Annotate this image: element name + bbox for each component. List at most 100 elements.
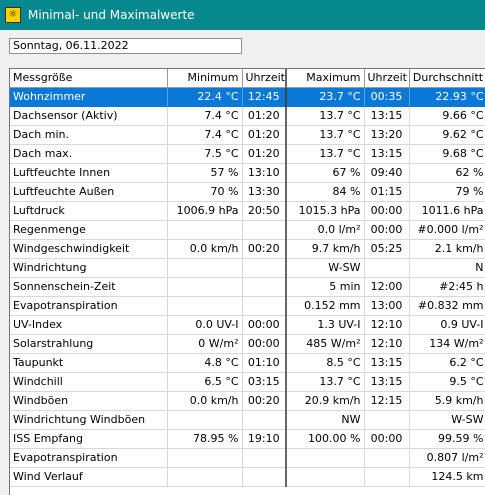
cell-minimum: 57 % (167, 163, 243, 183)
table-row[interactable]: Solarstrahlung 0 W/m² 00:00 485 W/m² 12:10 13… (10, 334, 485, 354)
cell-maximum: 13.7 °C (286, 106, 365, 126)
cell-minimum: 0 W/m² (167, 334, 243, 354)
cell-minimum (167, 448, 243, 468)
cell-measure: Solarstrahlung (10, 334, 168, 354)
table-row[interactable]: Windrichtung Windböen NW W-SW (10, 410, 485, 430)
table-row[interactable]: Windgeschwindigkeit 0.0 km/h 00:20 9.7 km/h… (10, 239, 485, 259)
cell-average: 2.1 km/h (409, 239, 485, 259)
cell-maximum: 23.7 °C (286, 87, 365, 107)
table-row[interactable]: Luftfeuchte Innen 57 % 13:10 67 % 09:40 62 % (10, 163, 485, 183)
cell-min-time: 19:10 (242, 429, 287, 449)
cell-average: 9.62 °C (409, 125, 485, 145)
cell-measure: UV-Index (10, 315, 168, 335)
table-row[interactable]: Windrichtung W-SW N (10, 258, 485, 278)
table-row[interactable]: Wohnzimmer 22.4 °C 12:45 23.7 °C 00:35 22.93 … (10, 87, 485, 107)
cell-maximum (286, 467, 365, 487)
title-bar[interactable]: ☼ Minimal- und Maximalwerte (0, 0, 485, 30)
cell-max-time: 13:00 (364, 296, 410, 316)
cell-max-time: 13:15 (364, 372, 410, 392)
cell-average: 9.5 °C (409, 372, 485, 392)
cell-measure: Wohnzimmer (10, 87, 168, 107)
cell-min-time: 00:20 (242, 239, 287, 259)
cell-measure: Windgeschwindigkeit (10, 239, 168, 259)
cell-max-time: 12:00 (364, 277, 410, 297)
cell-minimum: 70 % (167, 182, 243, 202)
cell-min-time: 00:20 (242, 391, 287, 411)
cell-measure: Windböen (10, 391, 168, 411)
column-header-measure[interactable]: Messgröße (10, 69, 168, 88)
cell-min-time: 01:20 (242, 125, 287, 145)
table-row[interactable]: Dach min. 7.4 °C 01:20 13.7 °C 13:20 9.62 °C (10, 125, 485, 145)
table-row[interactable]: Evapotranspiration 0.807 l/m² (10, 448, 485, 468)
cell-maximum: 100.00 % (286, 429, 365, 449)
table-row[interactable]: Luftfeuchte Außen 70 % 13:30 84 % 01:15 79 % (10, 182, 485, 202)
table-row[interactable]: Regenmenge 0.0 l/m² 00:00 #0.000 l/m² (10, 220, 485, 240)
cell-max-time (364, 410, 410, 430)
cell-max-time: 13:15 (364, 144, 410, 164)
cell-max-time: 00:35 (364, 87, 410, 107)
cell-minimum: 78.95 % (167, 429, 243, 449)
table-row[interactable]: Taupunkt 4.8 °C 01:10 8.5 °C 13:15 6.2 °C (10, 353, 485, 373)
cell-min-time: 01:20 (242, 106, 287, 126)
cell-measure: Windrichtung (10, 258, 168, 278)
cell-average: 5.9 km/h (409, 391, 485, 411)
cell-maximum: 13.7 °C (286, 372, 365, 392)
cell-minimum (167, 410, 243, 430)
cell-average: 9.66 °C (409, 106, 485, 126)
cell-maximum: 20.9 km/h (286, 391, 365, 411)
cell-max-time: 00:00 (364, 201, 410, 221)
cell-maximum: 84 % (286, 182, 365, 202)
cell-average: 6.2 °C (409, 353, 485, 373)
cell-min-time: 13:10 (242, 163, 287, 183)
cell-minimum (167, 277, 243, 297)
cell-min-time (242, 296, 287, 316)
table-row[interactable]: Windchill 6.5 °C 03:15 13.7 °C 13:15 9.5 °C (10, 372, 485, 392)
table-row[interactable]: Dachsensor (Aktiv) 7.4 °C 01:20 13.7 °C 13:1… (10, 106, 485, 126)
cell-max-time: 13:15 (364, 353, 410, 373)
table-row[interactable]: UV-Index 0.0 UV-I 00:00 1.3 UV-I 12:10 0.9 UV… (10, 315, 485, 335)
cell-maximum (286, 448, 365, 468)
column-header-max-time[interactable]: Uhrzeit (364, 69, 410, 88)
cell-maximum: 485 W/m² (286, 334, 365, 354)
cell-max-time (364, 448, 410, 468)
cell-minimum: 22.4 °C (167, 87, 243, 107)
table-row[interactable]: Luftdruck 1006.9 hPa 20:50 1015.3 hPa 00:00 1… (10, 201, 485, 221)
cell-minimum (167, 220, 243, 240)
cell-average: 9.68 °C (409, 144, 485, 164)
values-grid[interactable]: Messgröße Minimum Uhrzeit Maximum Uhrzei… (9, 68, 485, 495)
cell-maximum: 9.7 km/h (286, 239, 365, 259)
app-icon[interactable]: ☼ (5, 7, 21, 23)
date-field[interactable]: Sonntag, 06.11.2022 (9, 38, 242, 54)
cell-average: #0.000 l/m² (409, 220, 485, 240)
table-row[interactable]: Windböen 0.0 km/h 00:20 20.9 km/h 12:15 5.9 k… (10, 391, 485, 411)
cell-min-time: 00:00 (242, 334, 287, 354)
column-header-average[interactable]: Durchschnitt (409, 69, 485, 88)
cell-measure: Luftfeuchte Innen (10, 163, 168, 183)
cell-minimum (167, 258, 243, 278)
table-row[interactable]: Dach max. 7.5 °C 01:20 13.7 °C 13:15 9.68 °C (10, 144, 485, 164)
cell-min-time: 12:45 (242, 87, 287, 107)
cell-measure: Dach max. (10, 144, 168, 164)
table-row[interactable]: ISS Empfang 78.95 % 19:10 100.00 % 00:00 99.5… (10, 429, 485, 449)
cell-max-time: 12:10 (364, 334, 410, 354)
cell-measure: Evapotranspiration (10, 448, 168, 468)
cell-measure: Regenmenge (10, 220, 168, 240)
cell-minimum: 4.8 °C (167, 353, 243, 373)
cell-minimum: 6.5 °C (167, 372, 243, 392)
column-header-min-time[interactable]: Uhrzeit (242, 69, 287, 88)
table-row[interactable]: Wind Verlauf 124.5 km (10, 467, 485, 487)
cell-average: 1011.6 hPa (409, 201, 485, 221)
cell-min-time: 01:10 (242, 353, 287, 373)
cell-maximum: 0.152 mm (286, 296, 365, 316)
cell-measure: Dachsensor (Aktiv) (10, 106, 168, 126)
cell-measure: ISS Empfang (10, 429, 168, 449)
cell-minimum: 7.4 °C (167, 125, 243, 145)
cell-max-time: 00:00 (364, 429, 410, 449)
cell-max-time: 05:25 (364, 239, 410, 259)
table-row[interactable]: Sonnenschein-Zeit 5 min 12:00 #2:45 h (10, 277, 485, 297)
column-header-minimum[interactable]: Minimum (167, 69, 243, 88)
table-row[interactable]: Evapotranspiration 0.152 mm 13:00 #0.832 mm (10, 296, 485, 316)
cell-min-time (242, 258, 287, 278)
cell-maximum: 13.7 °C (286, 144, 365, 164)
column-header-maximum[interactable]: Maximum (286, 69, 365, 88)
